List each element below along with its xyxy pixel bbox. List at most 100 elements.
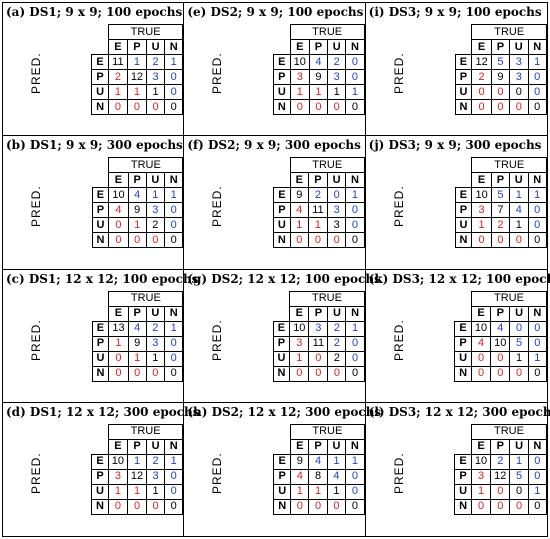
matrix-cell: 0 xyxy=(164,468,184,485)
matrix-cell: 2 xyxy=(490,453,511,470)
spacer-cell xyxy=(73,25,92,40)
spacer-cell xyxy=(254,203,273,218)
matrix-cell: 0 xyxy=(345,217,365,234)
matrix-cell: 2 xyxy=(471,69,492,85)
confusion-matrix: TRUE E P U N E 9 4 1 1 P 4 8 4 0 U 1 1 1 0 N 0 0 0 0 xyxy=(254,423,365,515)
matrix-cell: 1 xyxy=(108,335,129,352)
row-header: E xyxy=(91,54,109,70)
matrix-panel: (i) DS3; 9 x 9; 100 epochs PRED. TRUE E P U N E… xyxy=(365,3,547,137)
matrix-cell: 3 xyxy=(145,335,166,352)
matrix-cell: 5 xyxy=(490,187,511,204)
matrix-cell: 1 xyxy=(471,217,492,234)
spacer-cell xyxy=(455,25,472,40)
matrix-cell: 0 xyxy=(527,468,547,485)
matrix-cell: 0 xyxy=(527,320,547,337)
column-header: E xyxy=(107,39,128,55)
matrix-cell: 3 xyxy=(509,69,529,85)
row-header: N xyxy=(91,498,109,515)
spacer-cell xyxy=(73,85,92,100)
panel-title: (f) DS2; 9 x 9; 300 epochs xyxy=(187,138,361,153)
row-header: N xyxy=(272,99,291,115)
column-header: N xyxy=(345,438,365,455)
matrix-cell: 0 xyxy=(509,99,529,115)
column-header: E xyxy=(108,172,129,189)
matrix-cell: 0 xyxy=(307,232,328,249)
matrix-cell: 0 xyxy=(163,365,184,382)
matrix-cell: 0 xyxy=(490,232,511,249)
spacer-cell xyxy=(254,484,273,499)
row-header: E xyxy=(454,320,472,337)
matrix-cell: 0 xyxy=(490,350,511,367)
matrix-cell: 0 xyxy=(490,498,511,515)
true-axis-label: TRUE xyxy=(470,290,547,307)
spacer-cell xyxy=(254,291,273,306)
matrix-cell: 10 xyxy=(107,453,128,470)
matrix-cell: 0 xyxy=(345,54,365,70)
spacer-cell xyxy=(436,469,455,484)
matrix-cell: 12 xyxy=(126,468,148,485)
confusion-matrix: TRUE E P U N E 12 5 3 1 P 2 9 3 0 U 0 0 0 0 N 0 0 0 0 xyxy=(436,24,547,115)
row-header: P xyxy=(454,335,472,352)
matrix-cell: 1 xyxy=(509,217,529,234)
row-header: E xyxy=(91,453,109,470)
matrix-cell: 0 xyxy=(326,232,347,249)
spacer-cell xyxy=(92,25,109,40)
matrix-cell: 0 xyxy=(490,99,511,115)
matrix-cell: 0 xyxy=(289,232,309,249)
column-header: N xyxy=(527,39,547,55)
spacer-cell xyxy=(436,158,455,173)
matrix-cell: 10 xyxy=(470,453,492,470)
matrix-panel: (h) DS2; 12 x 12; 300 epochs PRED. TRUE E P U… xyxy=(184,402,381,536)
matrix-cell: 0 xyxy=(327,365,347,382)
row-header: N xyxy=(272,232,291,249)
spacer-cell xyxy=(254,366,273,381)
spacer-cell xyxy=(436,499,455,514)
spacer-cell xyxy=(73,321,92,336)
matrix-cell: 3 xyxy=(289,69,310,85)
confusion-matrix: TRUE E P U N E 10 3 2 1 P 3 11 2 0 U 1 0 2 0 N 0 0 0 0 xyxy=(254,290,365,382)
matrix-cell: 1 xyxy=(327,84,347,100)
spacer-cell xyxy=(73,306,92,321)
pred-axis-label: PRED. xyxy=(391,185,406,228)
spacer-cell xyxy=(73,366,92,381)
matrix-cell: 4 xyxy=(509,202,529,219)
matrix-cell: 0 xyxy=(164,69,184,85)
spacer-cell xyxy=(73,218,92,233)
column-header: P xyxy=(490,172,511,189)
column-header: N xyxy=(345,39,365,55)
matrix-cell: 1 xyxy=(164,54,184,70)
panel-title: (b) DS1; 9 x 9; 300 epochs xyxy=(6,138,183,153)
matrix-cell: 0 xyxy=(527,217,547,234)
matrix-cell: 0 xyxy=(326,498,347,515)
matrix-cell: 0 xyxy=(164,84,184,100)
row-header: U xyxy=(454,483,472,500)
matrix-cell: 0 xyxy=(470,498,492,515)
row-header: E xyxy=(91,320,110,337)
matrix-panel: (d) DS1; 12 x 12; 300 epochs PRED. TRUE E P U… xyxy=(3,402,200,536)
matrix-cell: 0 xyxy=(163,335,184,352)
matrix-cell: 11 xyxy=(308,335,329,352)
row-header: E xyxy=(272,54,291,70)
matrix-cell: 0 xyxy=(527,335,547,352)
matrix-cell: 0 xyxy=(163,202,184,219)
spacer-cell xyxy=(273,25,290,40)
pred-axis-label: PRED. xyxy=(210,452,225,494)
matrix-cell: 10 xyxy=(108,187,129,204)
matrix-cell: 0 xyxy=(509,498,529,515)
spacer-cell xyxy=(254,321,273,336)
column-header: U xyxy=(327,39,347,55)
spacer-cell xyxy=(73,40,92,55)
matrix-cell: 1 xyxy=(290,483,310,500)
column-header: E xyxy=(470,305,492,322)
row-header: N xyxy=(273,498,292,515)
spacer-cell xyxy=(92,40,109,55)
matrix-cell: 5 xyxy=(509,335,529,352)
spacer-cell xyxy=(436,351,455,366)
matrix-cell: 0 xyxy=(345,468,365,485)
matrix-cell: 9 xyxy=(127,202,147,219)
spacer-cell xyxy=(274,439,291,454)
matrix-cell: 10 xyxy=(490,335,511,352)
true-axis-label: TRUE xyxy=(289,24,365,40)
column-header: U xyxy=(327,305,347,322)
spacer-cell xyxy=(436,188,455,203)
